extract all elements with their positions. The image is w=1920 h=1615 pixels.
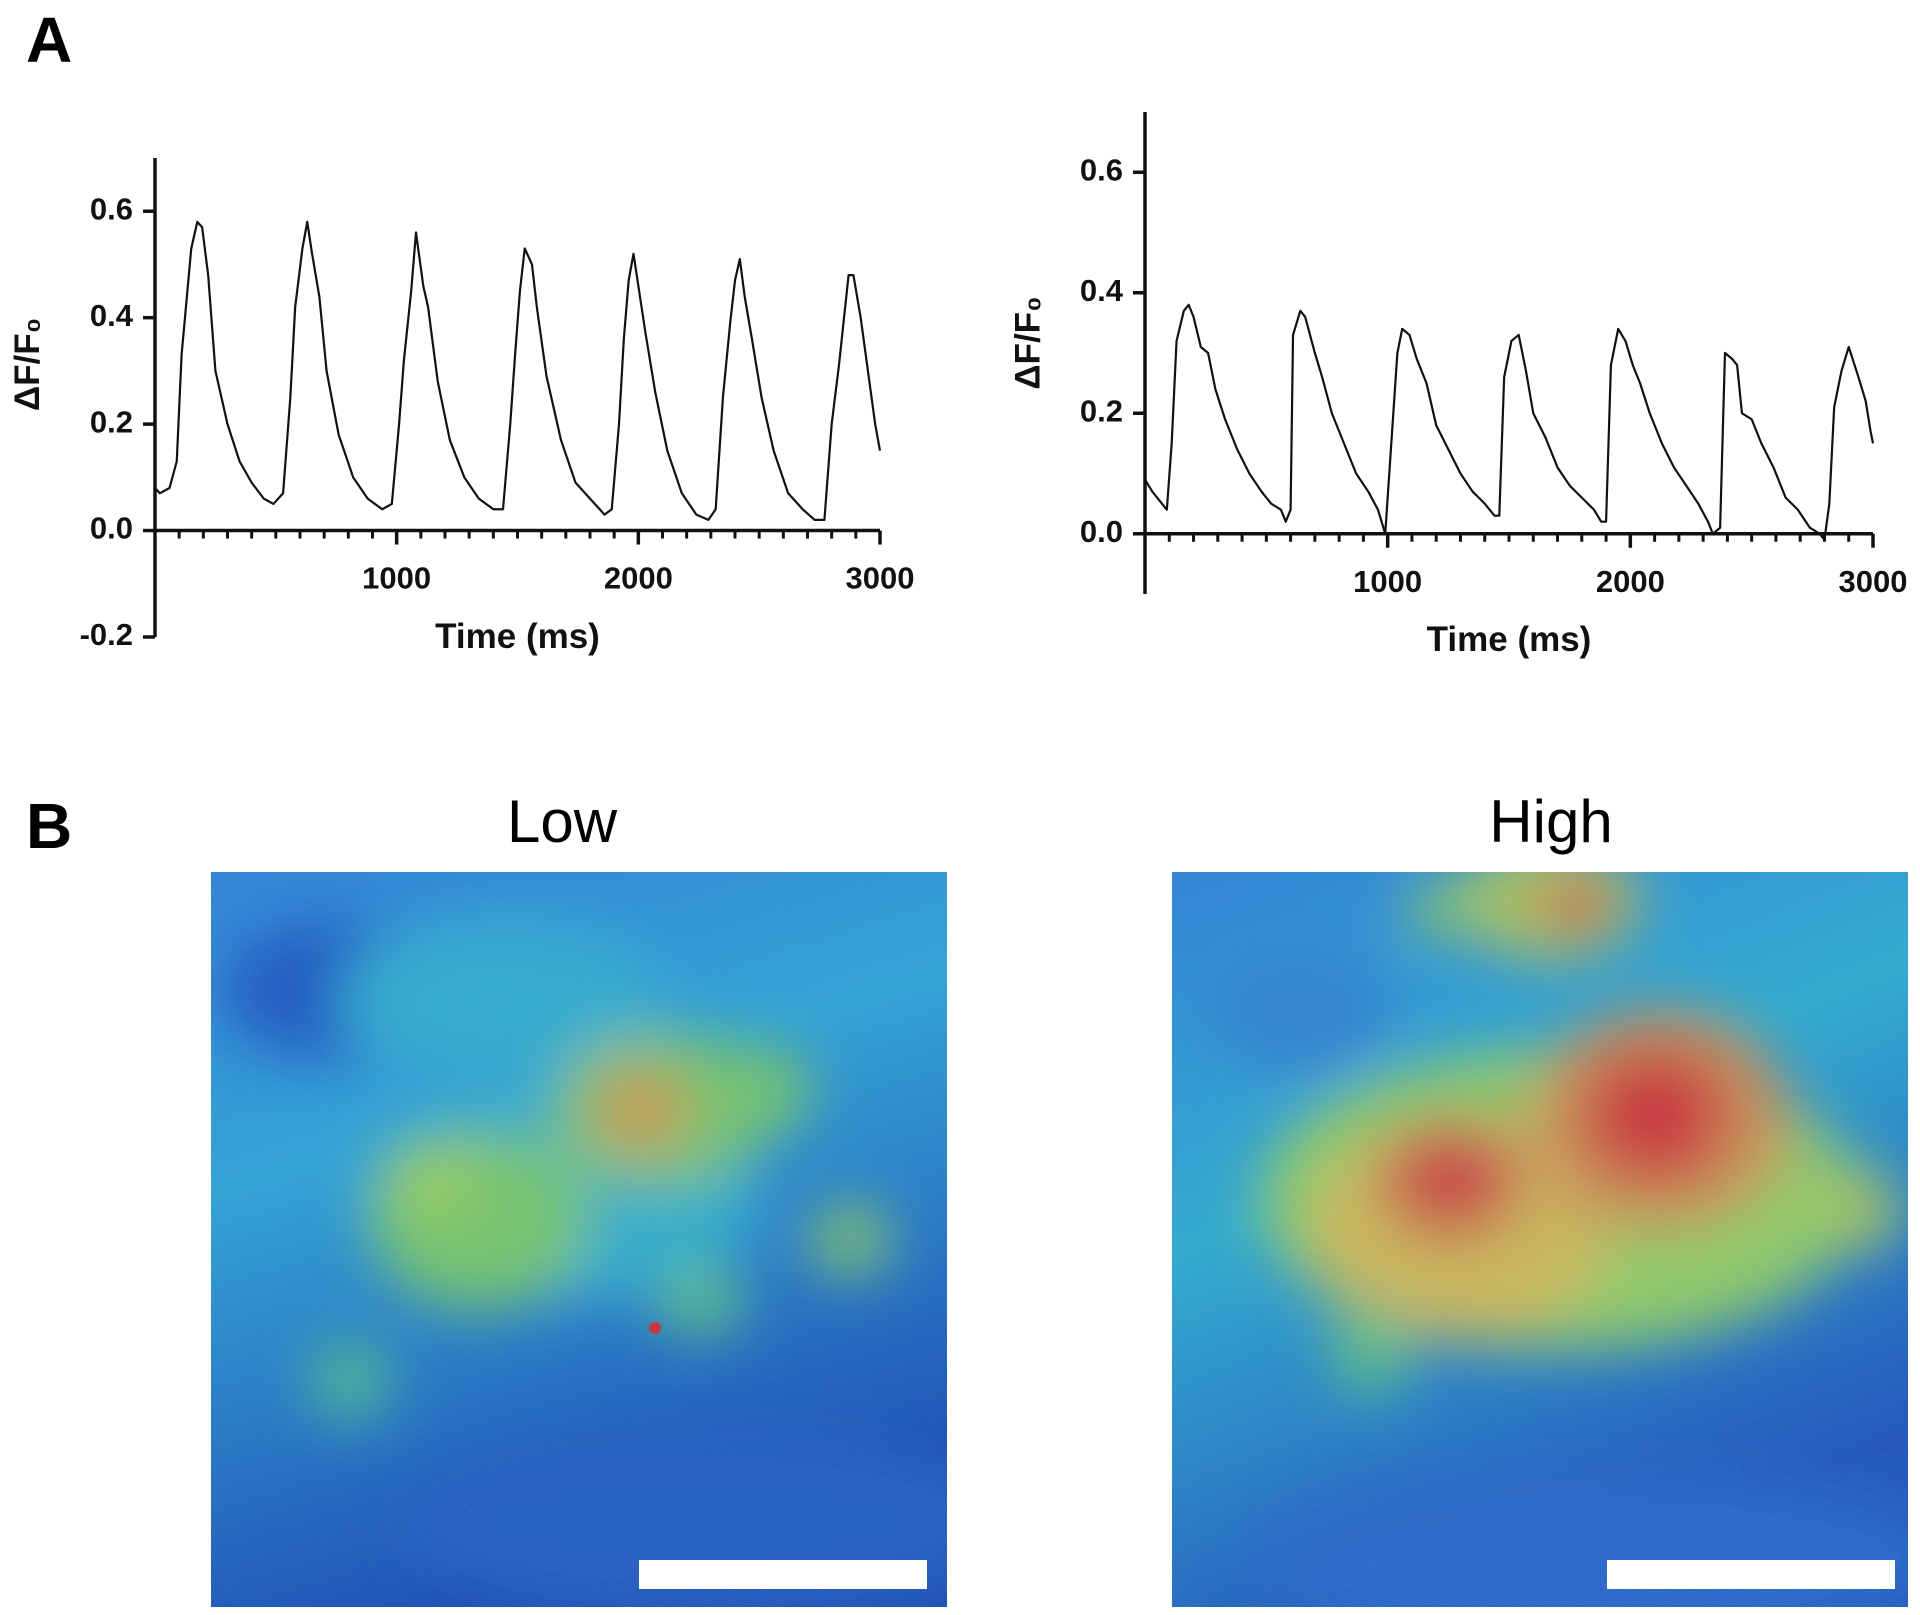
y-tick-label: 0.6 bbox=[90, 191, 133, 226]
y-axis-label: ΔF/F₀ bbox=[8, 318, 47, 411]
y-tick-label: 0.2 bbox=[90, 404, 133, 439]
y-tick-label: 0.4 bbox=[90, 298, 134, 333]
image-title: High bbox=[1489, 788, 1612, 855]
x-tick-label: 3000 bbox=[846, 561, 915, 596]
x-tick-label: 3000 bbox=[1839, 564, 1908, 599]
y-tick-label: 0.2 bbox=[1080, 393, 1123, 428]
data-line bbox=[1144, 303, 1875, 541]
x-tick-label: 2000 bbox=[1596, 564, 1665, 599]
x-tick-label: 1000 bbox=[362, 561, 431, 596]
y-tick-label: 0.0 bbox=[1080, 514, 1123, 549]
panel-label: B bbox=[26, 790, 72, 862]
x-axis-label: Time (ms) bbox=[1427, 620, 1592, 659]
y-tick-label: -0.2 bbox=[80, 617, 133, 652]
panel-label: A bbox=[26, 4, 72, 76]
data-line bbox=[154, 220, 882, 522]
y-axis-label: ΔF/F₀ bbox=[1008, 296, 1047, 389]
scale-bar bbox=[639, 1560, 927, 1589]
heatmap-image bbox=[211, 872, 947, 1607]
x-tick-label: 1000 bbox=[1353, 564, 1422, 599]
y-tick-label: 0.0 bbox=[90, 511, 133, 546]
heatmap-image bbox=[1172, 872, 1908, 1607]
x-axis-label: Time (ms) bbox=[435, 617, 600, 656]
x-tick-label: 2000 bbox=[604, 561, 673, 596]
image-title: Low bbox=[507, 788, 618, 855]
y-tick-label: 0.6 bbox=[1080, 152, 1123, 187]
y-tick-label: 0.4 bbox=[1080, 273, 1124, 308]
scale-bar bbox=[1607, 1560, 1895, 1589]
